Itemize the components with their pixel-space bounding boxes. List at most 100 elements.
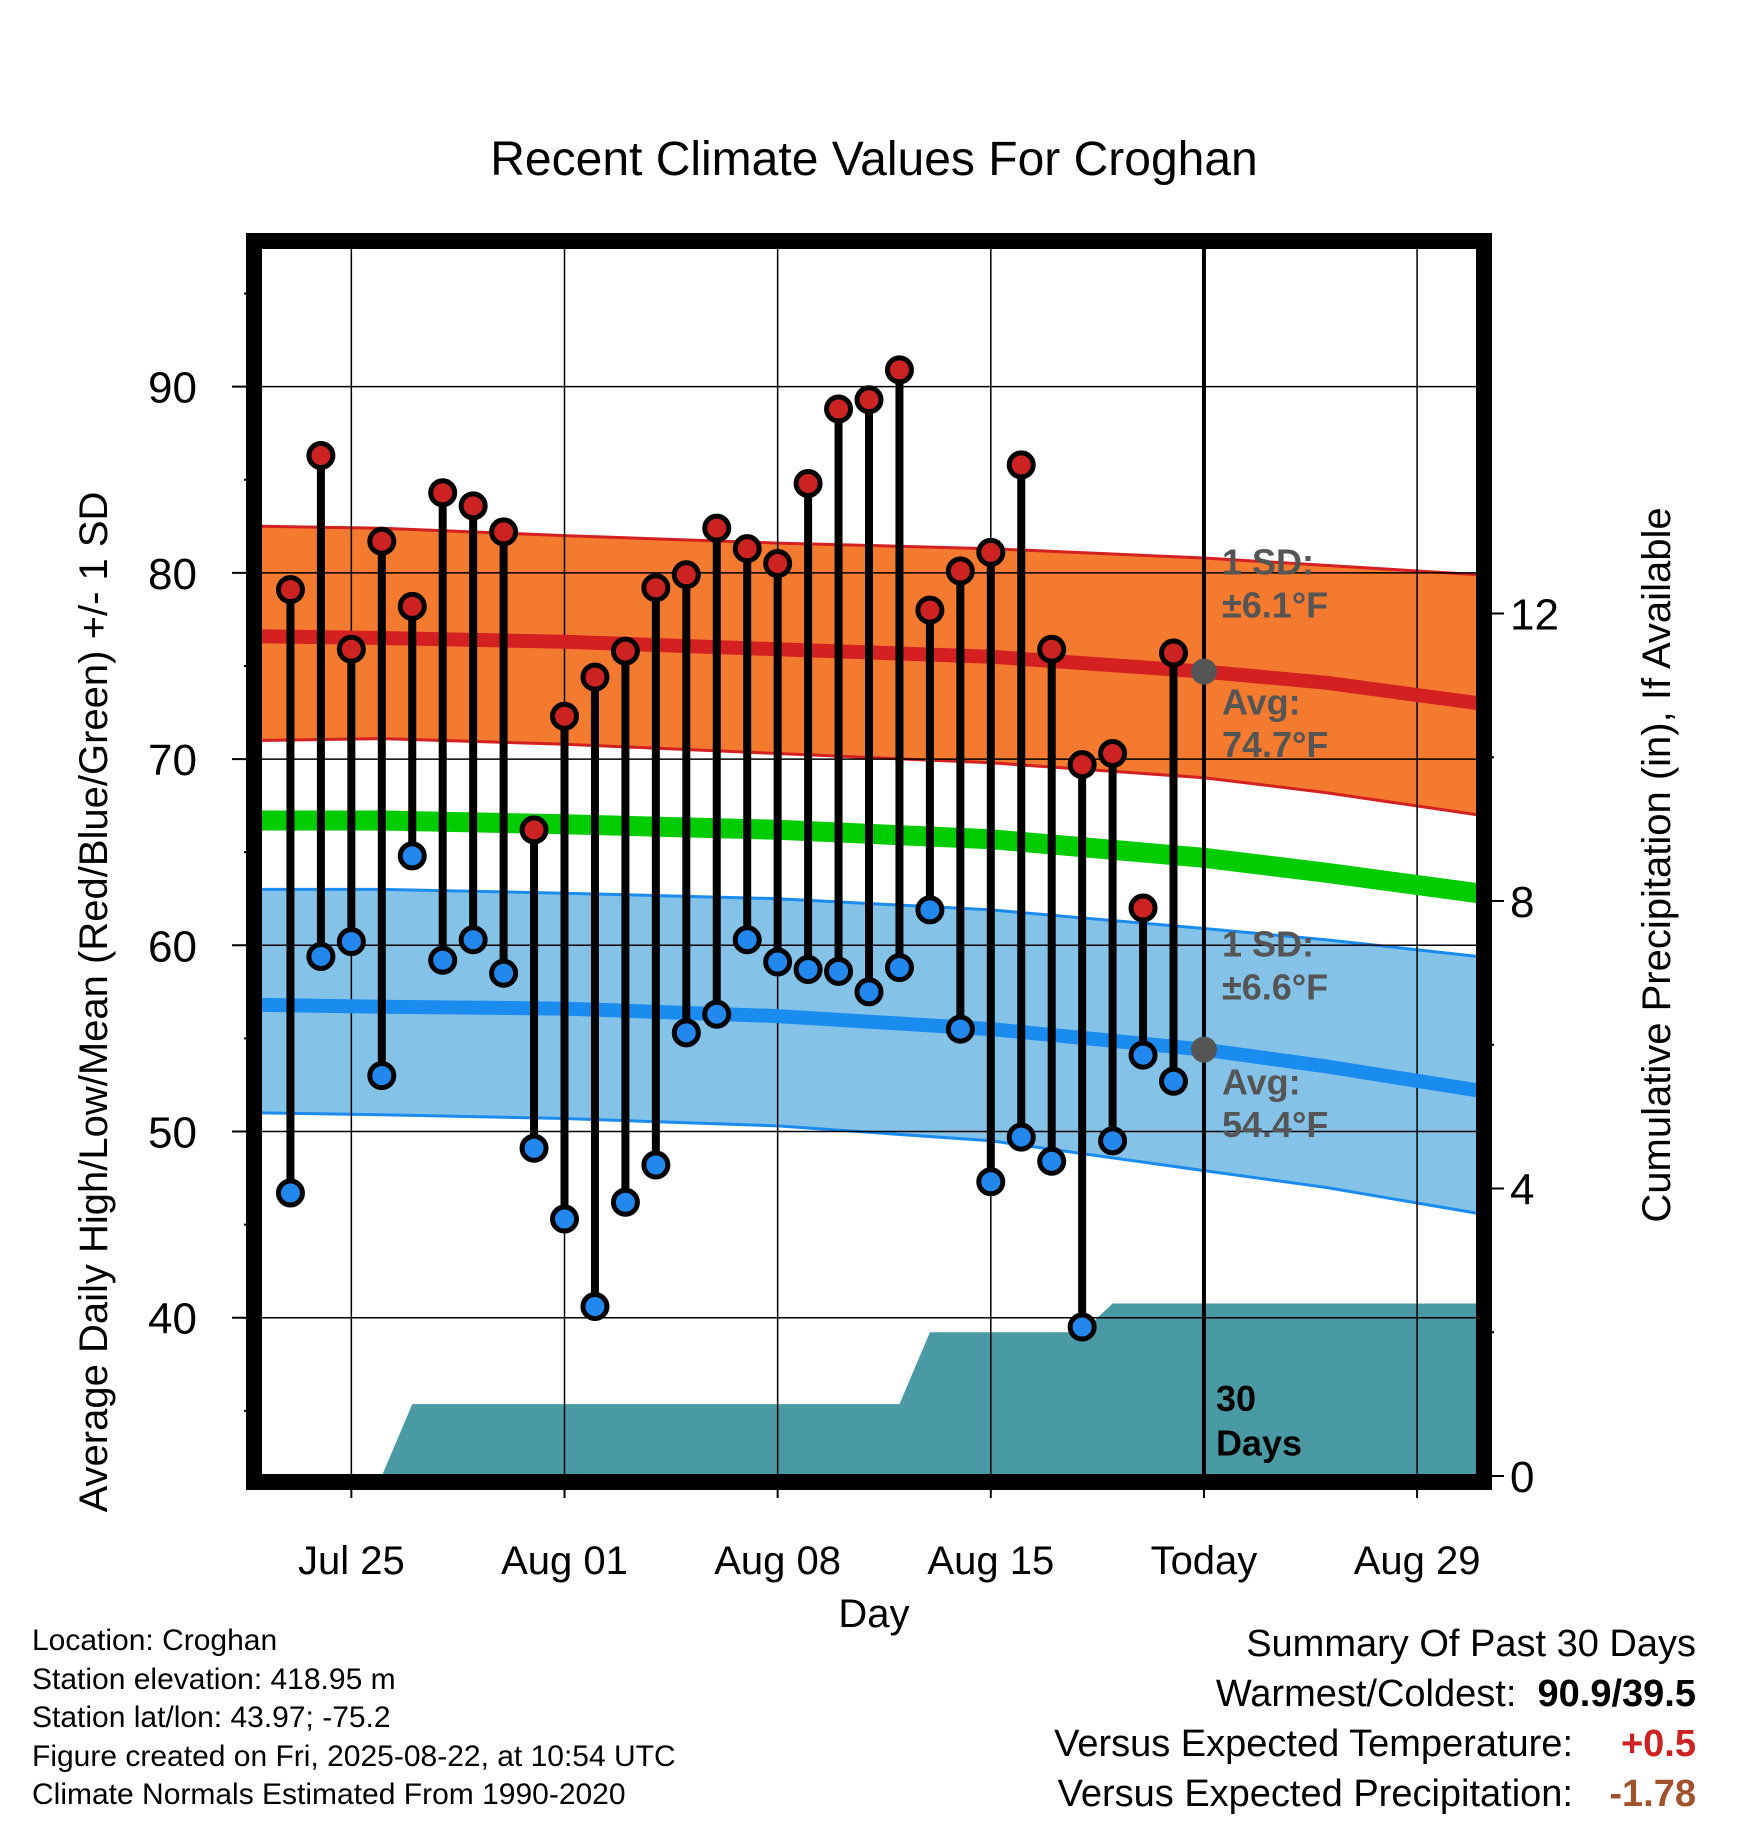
daily-low-point <box>306 941 336 971</box>
daily-low-point <box>580 1292 610 1322</box>
daily-high-point <box>1067 750 1097 780</box>
daily-high-point <box>428 478 458 508</box>
y2-axis-label: Cumulative Precipitation (in), If Availa… <box>1635 507 1679 1222</box>
daily-low-point <box>275 1178 305 1208</box>
daily-high-point <box>702 513 732 543</box>
daily-high-point <box>1128 893 1158 923</box>
daily-high-point <box>1037 634 1067 664</box>
daily-high-point <box>610 636 640 666</box>
daily-high-point <box>1006 450 1036 480</box>
daily-low-point <box>641 1150 671 1180</box>
daily-high-point <box>458 491 488 521</box>
daily-high-point <box>489 517 519 547</box>
plot-border <box>246 233 1492 1490</box>
daily-low-point <box>702 999 732 1029</box>
daily-low-point <box>1128 1040 1158 1070</box>
plot-frame: 40 50 60 70 80 90 0 4 8 12 Jul 25 Aug 01 Aug 08 Aug 1… <box>148 233 1559 1583</box>
x-tick-label: Aug 29 <box>1354 1539 1481 1583</box>
x-tick-label: Aug 01 <box>501 1539 628 1583</box>
daily-high-point <box>945 556 975 586</box>
daily-low-point <box>945 1014 975 1044</box>
daily-low-point <box>976 1167 1006 1197</box>
x-tick-label: Aug 15 <box>927 1539 1054 1583</box>
daily-high-point <box>641 573 671 603</box>
daily-low-point <box>550 1204 579 1234</box>
y2-tick-label: 4 <box>1510 1166 1534 1215</box>
daily-low-point <box>854 977 884 1007</box>
daily-low-point <box>367 1061 397 1091</box>
daily-high-point <box>976 537 1006 567</box>
x-tick-label: Aug 08 <box>714 1539 841 1583</box>
today-low-normal-marker <box>1190 1036 1217 1063</box>
created-text: Figure created on Fri, 2025-08-22, at 10… <box>32 1740 676 1773</box>
high-sd-value: ±6.1°F <box>1222 585 1328 626</box>
daily-high-point <box>793 468 823 498</box>
daily-low-point <box>610 1187 640 1217</box>
daily-high-point <box>824 394 854 424</box>
y2-tick-label: 8 <box>1510 878 1534 927</box>
y-tick-label: 60 <box>148 922 197 971</box>
y2-tick-label: 0 <box>1510 1453 1534 1502</box>
daily-low-point <box>763 947 793 977</box>
latlon-text: Station lat/lon: 43.97; -75.2 <box>32 1701 391 1734</box>
y-tick-label: 70 <box>148 736 197 785</box>
daily-low-point <box>519 1133 549 1163</box>
chart-title: Recent Climate Values For Croghan <box>490 133 1257 186</box>
daily-low-point <box>732 925 762 955</box>
summary-warmest-row: Warmest/Coldest: 90.9/39.5 <box>1216 1674 1696 1714</box>
precip-days-word: Days <box>1216 1423 1302 1464</box>
low-sd-label: 1 SD: <box>1222 923 1314 964</box>
daily-low-point <box>1159 1066 1188 1096</box>
daily-low-point <box>1006 1122 1036 1152</box>
daily-low-point <box>1037 1146 1067 1176</box>
x-axis-label: Day <box>838 1592 909 1636</box>
daily-high-point <box>275 575 305 605</box>
low-sd-value: ±6.6°F <box>1222 966 1328 1007</box>
low-avg-value: 54.4°F <box>1222 1104 1328 1145</box>
high-sd-label: 1 SD: <box>1222 542 1314 583</box>
precip-days-number: 30 <box>1216 1378 1256 1419</box>
daily-low-point <box>915 895 945 925</box>
x-tick-label: Jul 25 <box>298 1539 405 1583</box>
daily-high-point <box>397 591 427 621</box>
daily-high-point <box>367 526 397 556</box>
daily-low-point <box>793 955 823 985</box>
daily-high-point <box>884 355 914 385</box>
summary-heading: Summary Of Past 30 Days <box>1246 1623 1696 1665</box>
precip-vs-expected-label: Versus Expected Precipitation: <box>1057 1773 1573 1815</box>
low-sd-lower-line <box>260 1111 1478 1215</box>
today-high-normal-marker <box>1190 658 1217 685</box>
daily-high-point <box>519 815 549 845</box>
daily-low-point <box>428 945 458 975</box>
daily-low-point <box>336 927 366 957</box>
daily-high-point <box>763 549 793 579</box>
high-avg-value: 74.7°F <box>1222 724 1328 765</box>
daily-high-point <box>306 441 336 471</box>
daily-high-point <box>580 662 610 692</box>
x-tick-label: Today <box>1151 1539 1258 1583</box>
daily-low-point <box>1098 1126 1128 1156</box>
daily-high-point <box>336 634 366 664</box>
daily-high-point <box>915 595 945 625</box>
daily-high-point <box>1159 638 1188 668</box>
high-avg-label: Avg: <box>1222 681 1301 722</box>
temp-vs-expected-value: +0.5 <box>1620 1723 1696 1765</box>
daily-low-point <box>824 956 854 986</box>
normals-period-text: Climate Normals Estimated From 1990-2020 <box>32 1778 626 1811</box>
high-sd-upper-line <box>260 524 1478 577</box>
daily-low-point <box>458 925 488 955</box>
location-text: Location: Croghan <box>32 1624 278 1657</box>
low-avg-label: Avg: <box>1222 1061 1301 1102</box>
y2-tick-label: 12 <box>1510 591 1559 640</box>
elevation-text: Station elevation: 418.95 m <box>32 1663 396 1696</box>
daily-low-point <box>1067 1312 1097 1342</box>
daily-high-point <box>732 534 762 564</box>
daily-high-point <box>854 385 884 415</box>
daily-high-point <box>550 701 579 731</box>
y-tick-label: 50 <box>148 1109 197 1158</box>
daily-low-point <box>397 841 427 871</box>
warmest-coldest-label: Warmest/Coldest: <box>1215 1673 1517 1715</box>
y-tick-label: 40 <box>148 1295 197 1344</box>
